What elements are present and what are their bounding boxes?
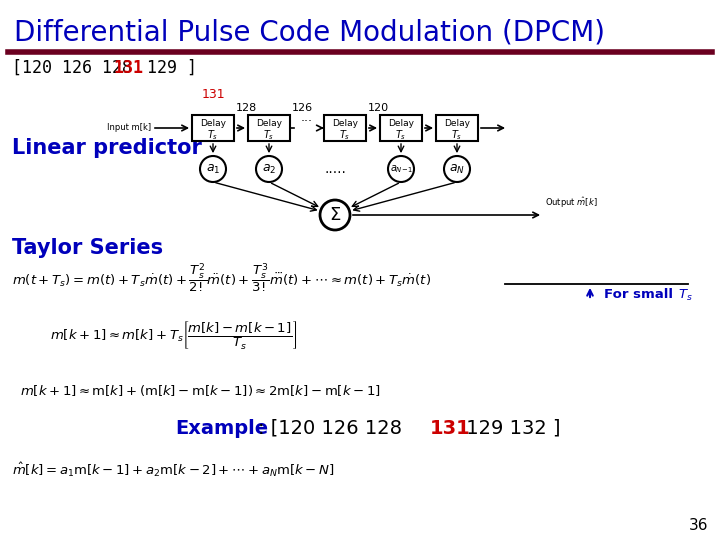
Text: 129 132 ]: 129 132 ] <box>460 418 560 437</box>
Text: $m[k+1] \approx m[k] + T_s\left[\dfrac{m[k]-m[k-1]}{T_s}\right]$: $m[k+1] \approx m[k] + T_s\left[\dfrac{m… <box>50 319 297 351</box>
Bar <box>380 115 422 141</box>
Text: 126: 126 <box>292 103 313 113</box>
Text: $T_s$: $T_s$ <box>395 128 407 142</box>
Text: $T_s$: $T_s$ <box>264 128 274 142</box>
Text: $a_1$: $a_1$ <box>206 163 220 176</box>
Text: $T_s$: $T_s$ <box>678 287 693 302</box>
Text: ...: ... <box>301 111 313 124</box>
Bar <box>436 115 478 141</box>
Text: Output $\hat{m}[k]$: Output $\hat{m}[k]$ <box>545 195 598 210</box>
Text: Input m[k]: Input m[k] <box>107 124 151 132</box>
Text: Example: Example <box>175 418 268 437</box>
Text: Linear predictor: Linear predictor <box>12 138 202 158</box>
Text: 131: 131 <box>430 418 471 437</box>
Bar <box>192 115 234 141</box>
Text: $a_N$: $a_N$ <box>449 163 465 176</box>
Text: $T_s$: $T_s$ <box>451 128 463 142</box>
Text: $a_2$: $a_2$ <box>262 163 276 176</box>
Text: 131: 131 <box>201 88 225 101</box>
Text: $\Sigma$: $\Sigma$ <box>329 206 341 224</box>
Text: Delay: Delay <box>256 118 282 127</box>
Text: Delay: Delay <box>332 118 358 127</box>
Text: : [120 126 128: : [120 126 128 <box>258 418 408 437</box>
Text: Differential Pulse Code Modulation (DPCM): Differential Pulse Code Modulation (DPCM… <box>14 18 605 46</box>
Text: 36: 36 <box>688 517 708 532</box>
Text: .....: ..... <box>324 162 346 176</box>
Text: $T_s$: $T_s$ <box>339 128 351 142</box>
Text: 131: 131 <box>114 59 143 77</box>
Text: 129 ]: 129 ] <box>137 59 197 77</box>
Text: 128: 128 <box>236 103 257 113</box>
Text: [120 126 128: [120 126 128 <box>12 59 142 77</box>
Text: Taylor Series: Taylor Series <box>12 238 163 258</box>
Text: $m[k+1] \approx \mathrm{m}[k] + (\mathrm{m}[k] - \mathrm{m}[k-1]) \approx 2\math: $m[k+1] \approx \mathrm{m}[k] + (\mathrm… <box>20 382 381 397</box>
Text: $m(t+T_s) = m(t) + T_s\dot{m}(t) + \dfrac{T_s^2}{2!}\ddot{m}(t) + \dfrac{T_s^3}{: $m(t+T_s) = m(t) + T_s\dot{m}(t) + \dfra… <box>12 261 431 295</box>
Bar <box>248 115 290 141</box>
Text: For small: For small <box>604 288 678 301</box>
Text: $\hat{m}[k] = a_1\mathrm{m}[k-1] + a_2\mathrm{m}[k-2] + \cdots + a_N\mathrm{m}[k: $\hat{m}[k] = a_1\mathrm{m}[k-1] + a_2\m… <box>12 461 335 479</box>
Bar <box>324 115 366 141</box>
Text: Delay: Delay <box>444 118 470 127</box>
Text: $a_{N\!-\!1}$: $a_{N\!-\!1}$ <box>390 163 413 175</box>
Text: $T_s$: $T_s$ <box>207 128 219 142</box>
Text: Delay: Delay <box>200 118 226 127</box>
Text: 120: 120 <box>368 103 389 113</box>
Text: Delay: Delay <box>388 118 414 127</box>
